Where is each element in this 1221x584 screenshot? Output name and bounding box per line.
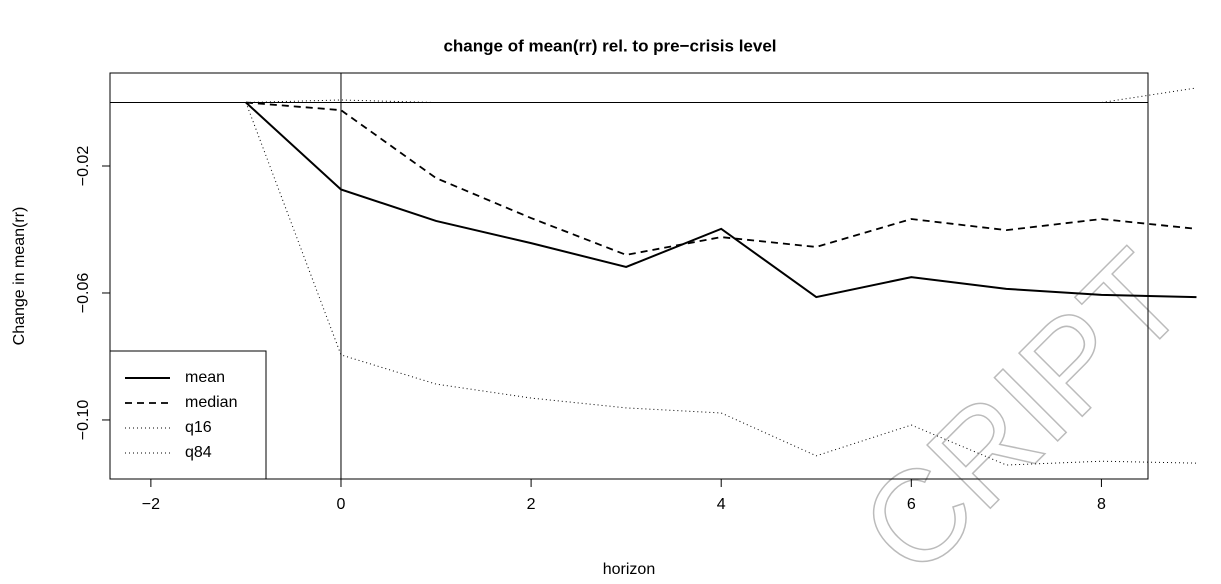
x-axis-label: horizon [603,561,655,578]
series-line [245,101,1197,299]
x-tick-label: 0 [337,496,346,513]
series-line [245,87,1197,104]
x-tick-label: 8 [1097,496,1106,513]
x-tick-label: 6 [907,496,916,513]
y-tick-label: −0.02 [75,146,92,187]
watermark: CRIPT [833,223,1212,579]
y-axis-label: Change in mean(rr) [11,207,28,346]
y-tick-label: −0.06 [75,273,92,314]
legend-box [109,350,267,480]
legend-label: median [185,394,237,411]
chart-title: change of mean(rr) rel. to pre−crisis le… [443,36,776,55]
series-line [245,101,1197,256]
legend-label: q16 [185,419,212,436]
x-tick-label: −2 [142,496,160,513]
legend-label: mean [185,369,225,386]
x-tick-label: 4 [717,496,726,513]
y-tick-label: −0.10 [75,400,92,441]
x-tick-label: 2 [527,496,536,513]
legend-label: q84 [185,444,212,461]
plot-frame [109,72,1149,480]
